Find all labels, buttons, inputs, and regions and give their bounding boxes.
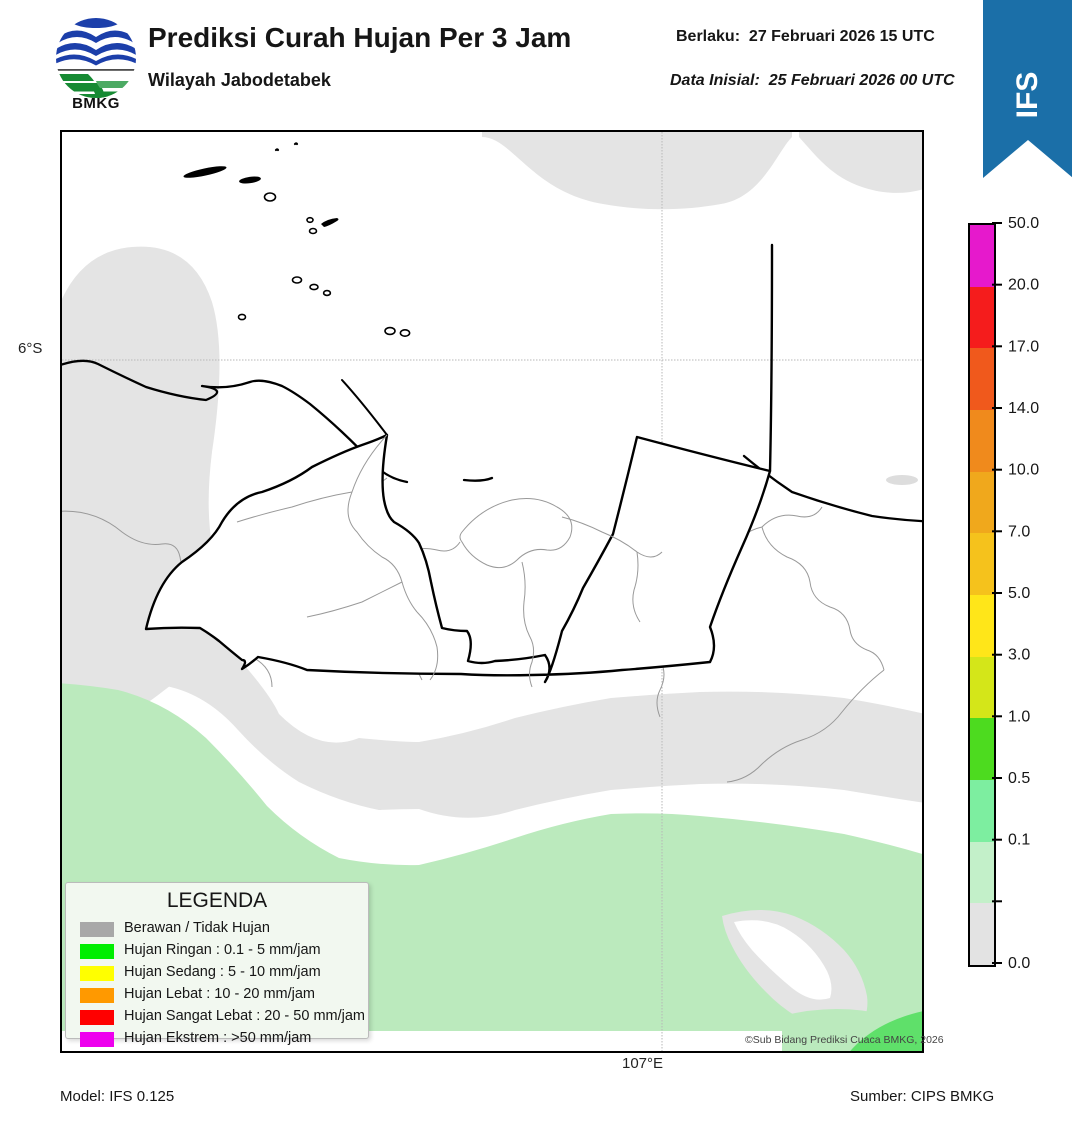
svg-text:0.0: 0.0: [1008, 955, 1030, 972]
svg-text:50.0: 50.0: [1008, 215, 1039, 232]
svg-text:0.5: 0.5: [1008, 770, 1030, 787]
svg-text:5.0: 5.0: [1008, 585, 1030, 602]
svg-text:0.1: 0.1: [1008, 832, 1030, 849]
svg-text:14.0: 14.0: [1008, 400, 1039, 417]
svg-text:20.0: 20.0: [1008, 277, 1039, 294]
svg-text:3.0: 3.0: [1008, 647, 1030, 664]
svg-text:1.0: 1.0: [1008, 708, 1030, 725]
svg-text:17.0: 17.0: [1008, 338, 1039, 355]
svg-text:IFS: IFS: [1011, 72, 1044, 119]
svg-text:10.0: 10.0: [1008, 462, 1039, 479]
svg-text:7.0: 7.0: [1008, 523, 1030, 540]
